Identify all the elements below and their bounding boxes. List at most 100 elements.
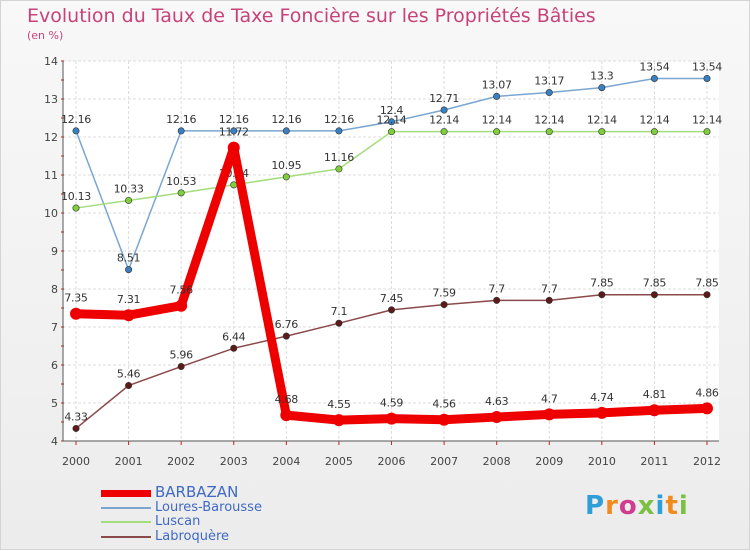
y-tick-label: 13 (44, 93, 58, 106)
data-label-barbazan: 4.86 (695, 386, 719, 399)
logo-letter: i (678, 491, 689, 521)
data-label-luscan: 11.16 (324, 151, 354, 164)
data-point-barbazan (385, 412, 398, 425)
data-point-luscan (545, 128, 553, 136)
data-point-labroquere (282, 332, 290, 340)
data-point-loures-barousse (598, 84, 606, 92)
data-label-labroquere: 7.1 (331, 305, 348, 318)
legend-swatch-barbazan (101, 490, 151, 497)
data-label-labroquere: 7.85 (590, 277, 614, 290)
data-point-barbazan (332, 414, 345, 427)
data-point-luscan (650, 128, 658, 136)
data-point-loures-barousse (230, 127, 238, 135)
x-tick-label: 2004 (272, 455, 300, 468)
data-point-luscan (387, 128, 395, 136)
data-point-labroquere (335, 319, 343, 327)
y-tick-label: 4 (51, 435, 58, 448)
logo-letter: P (585, 491, 606, 521)
data-point-loures-barousse (387, 118, 395, 126)
data-point-luscan (282, 173, 290, 181)
data-label-luscan: 10.33 (114, 182, 144, 195)
data-label-loures-barousse: 13.54 (639, 60, 669, 73)
data-label-labroquere: 7.45 (380, 292, 404, 305)
data-point-labroquere (230, 344, 238, 352)
data-label-loures-barousse: 13.54 (692, 60, 722, 73)
data-point-loures-barousse (703, 74, 711, 82)
data-label-luscan: 10.53 (166, 175, 196, 188)
data-point-luscan (177, 189, 185, 197)
data-label-barbazan: 11.72 (219, 126, 249, 139)
x-tick-label: 2000 (62, 455, 90, 468)
data-label-loures-barousse: 13.3 (590, 70, 614, 83)
y-tick-label: 10 (44, 207, 58, 220)
data-label-luscan: 12.14 (534, 114, 564, 127)
data-label-loures-barousse: 12.16 (271, 113, 301, 126)
data-label-labroquere: 7.59 (432, 287, 456, 300)
data-label-barbazan: 4.55 (327, 398, 351, 411)
x-tick-label: 2007 (430, 455, 458, 468)
data-point-luscan (703, 128, 711, 136)
data-point-barbazan (543, 408, 556, 421)
data-label-barbazan: 4.63 (485, 395, 509, 408)
data-point-labroquere (598, 291, 606, 299)
data-label-luscan: 12.14 (587, 114, 617, 127)
data-point-loures-barousse (282, 127, 290, 135)
chart-title: Evolution du Taux de Taxe Foncière sur l… (27, 5, 596, 27)
x-tick-label: 2010 (588, 455, 616, 468)
logo-letter: r (605, 491, 619, 521)
data-point-barbazan (122, 309, 135, 322)
data-point-loures-barousse (335, 127, 343, 135)
data-label-barbazan: 4.81 (643, 388, 666, 401)
data-point-loures-barousse (650, 74, 658, 82)
y-tick-label: 6 (51, 359, 58, 372)
legend-label-luscan: Luscan (155, 514, 201, 529)
x-tick-label: 2012 (693, 455, 721, 468)
y-tick-label: 9 (51, 245, 58, 258)
data-label-luscan: 12.14 (639, 114, 669, 127)
x-tick-label: 2001 (115, 455, 143, 468)
data-point-labroquere (387, 306, 395, 314)
series-barbazan: 7.35 7.31 7.56 11.72 4.68 4.55 4.59 4.56 4.63 4.7… (64, 126, 719, 427)
data-label-barbazan: 7.31 (117, 293, 140, 306)
y-tick-label: 7 (51, 321, 58, 334)
x-tick-label: 2008 (483, 455, 511, 468)
data-point-luscan (230, 181, 238, 189)
data-point-barbazan (70, 307, 82, 320)
data-label-luscan: 12.14 (377, 114, 407, 127)
data-point-labroquere (177, 363, 185, 371)
data-point-labroquere (545, 296, 553, 304)
data-label-loures-barousse: 13.07 (482, 78, 512, 91)
data-point-barbazan (648, 404, 661, 417)
data-label-labroquere: 6.76 (275, 318, 299, 331)
data-label-labroquere: 7.85 (643, 277, 667, 290)
data-label-barbazan: 4.7 (541, 392, 558, 405)
data-label-loures-barousse: 12.71 (429, 92, 459, 105)
data-point-loures-barousse (125, 266, 133, 274)
legend-swatch-labroquere (101, 535, 151, 538)
series-labroquere: 4.33 5.46 5.96 6.44 6.76 7.1 7.45 7.59 7.7 7.7 7.8… (64, 277, 719, 432)
x-tick-label: 2006 (378, 455, 406, 468)
data-point-luscan (440, 128, 448, 136)
data-label-labroquere: 5.46 (117, 368, 141, 381)
data-point-luscan (598, 128, 606, 136)
y-tick-label: 8 (51, 283, 58, 296)
data-point-loures-barousse (72, 127, 80, 135)
data-label-luscan: 10.13 (61, 190, 91, 203)
data-point-barbazan (175, 299, 188, 312)
legend-label-labroquere: Labroquère (155, 528, 230, 544)
data-point-labroquere (650, 291, 658, 299)
data-point-loures-barousse (177, 127, 185, 135)
data-point-labroquere (493, 296, 501, 304)
x-tick-label: 2003 (220, 455, 248, 468)
data-label-labroquere: 7.7 (488, 282, 505, 295)
data-label-loures-barousse: 12.16 (166, 113, 196, 126)
data-label-loures-barousse: 12.16 (61, 113, 91, 126)
data-label-barbazan: 4.56 (432, 398, 456, 411)
x-tick-label: 2011 (640, 455, 668, 468)
data-label-barbazan: 7.35 (64, 292, 88, 305)
data-point-luscan (125, 196, 133, 204)
data-point-barbazan (595, 406, 608, 419)
